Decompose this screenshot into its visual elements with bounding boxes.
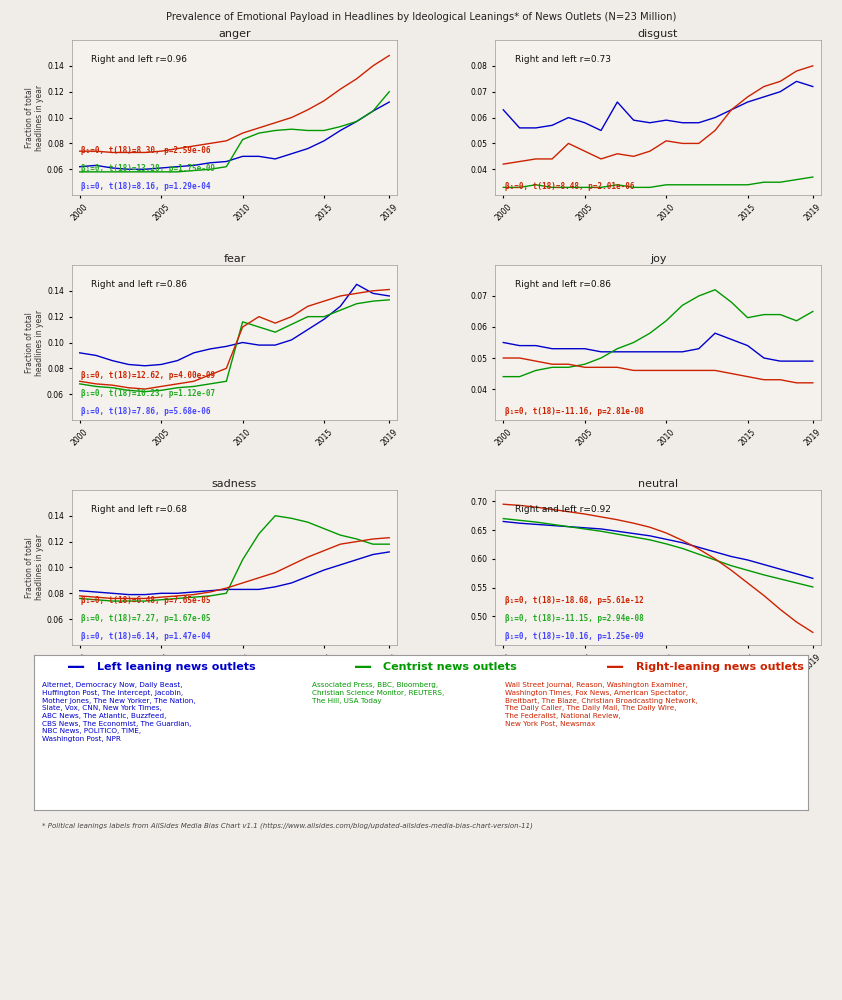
Text: —: — bbox=[606, 658, 625, 676]
Text: β₁=0, t(18)=-18.68, p=5.61e-12: β₁=0, t(18)=-18.68, p=5.61e-12 bbox=[505, 596, 643, 605]
Y-axis label: Fraction of total
headlines in year: Fraction of total headlines in year bbox=[24, 309, 44, 376]
Text: β₁=0, t(18)=8.30, p=2.59e-06: β₁=0, t(18)=8.30, p=2.59e-06 bbox=[82, 146, 210, 155]
Text: Right-leaning news outlets: Right-leaning news outlets bbox=[636, 662, 803, 672]
Text: Prevalence of Emotional Payload in Headlines by Ideological Leanings* of News Ou: Prevalence of Emotional Payload in Headl… bbox=[166, 12, 676, 22]
Text: β₁=0, t(18)=-11.15, p=2.94e-08: β₁=0, t(18)=-11.15, p=2.94e-08 bbox=[505, 614, 643, 623]
Title: disgust: disgust bbox=[638, 29, 678, 39]
Text: Wall Street Journal, Reason, Washington Examiner,
Washington Times, Fox News, Am: Wall Street Journal, Reason, Washington … bbox=[505, 682, 698, 727]
Text: —: — bbox=[67, 658, 86, 676]
Text: β₁=0, t(18)=-11.16, p=2.81e-08: β₁=0, t(18)=-11.16, p=2.81e-08 bbox=[505, 407, 643, 416]
Text: β₁=0, t(18)=6.48, p=7.65e-05: β₁=0, t(18)=6.48, p=7.65e-05 bbox=[82, 596, 210, 605]
Text: β₁=0, t(18)=7.27, p=1.67e-05: β₁=0, t(18)=7.27, p=1.67e-05 bbox=[82, 614, 210, 623]
Text: Left leaning news outlets: Left leaning news outlets bbox=[97, 662, 255, 672]
Title: neutral: neutral bbox=[638, 479, 678, 489]
Text: Centrist news outlets: Centrist news outlets bbox=[383, 662, 517, 672]
Text: Right and left r=0.68: Right and left r=0.68 bbox=[91, 505, 187, 514]
Text: β₁=0, t(18)=10.23, p=1.12e-07: β₁=0, t(18)=10.23, p=1.12e-07 bbox=[82, 389, 216, 398]
Text: Right and left r=0.86: Right and left r=0.86 bbox=[91, 280, 187, 289]
Text: —: — bbox=[354, 658, 372, 676]
Text: Right and left r=0.86: Right and left r=0.86 bbox=[514, 280, 610, 289]
Y-axis label: Fraction of total
headlines in year: Fraction of total headlines in year bbox=[24, 534, 44, 600]
Text: Right and left r=0.73: Right and left r=0.73 bbox=[514, 55, 610, 64]
Y-axis label: Fraction of total
headlines in year: Fraction of total headlines in year bbox=[24, 85, 44, 151]
Text: β₁=0, t(18)=-10.16, p=1.25e-09: β₁=0, t(18)=-10.16, p=1.25e-09 bbox=[505, 632, 643, 641]
Title: fear: fear bbox=[223, 254, 246, 264]
Text: Alternet, Democracy Now, Daily Beast,
Huffington Post, The Intercept, Jacobin,
M: Alternet, Democracy Now, Daily Beast, Hu… bbox=[42, 682, 195, 742]
Text: β₁=0, t(18)=6.14, p=1.47e-04: β₁=0, t(18)=6.14, p=1.47e-04 bbox=[82, 632, 210, 641]
Text: β₁=0, t(18)=12.62, p=4.00e-09: β₁=0, t(18)=12.62, p=4.00e-09 bbox=[82, 371, 216, 380]
Text: β₁=0, t(18)=8.48, p=2.01e-06: β₁=0, t(18)=8.48, p=2.01e-06 bbox=[505, 182, 634, 191]
Text: * Political leanings labels from AllSides Media Bias Chart v1.1 (https://www.all: * Political leanings labels from AllSide… bbox=[42, 822, 533, 829]
Text: Right and left r=0.96: Right and left r=0.96 bbox=[91, 55, 187, 64]
Title: joy: joy bbox=[650, 254, 666, 264]
Title: sadness: sadness bbox=[212, 479, 257, 489]
Text: Associated Press, BBC, Bloomberg,
Christian Science Monitor, REUTERS,
The Hill, : Associated Press, BBC, Bloomberg, Christ… bbox=[312, 682, 444, 704]
Text: β₁=0, t(18)=8.16, p=1.29e-04: β₁=0, t(18)=8.16, p=1.29e-04 bbox=[82, 182, 210, 191]
Text: β₁=0, t(18)=13.28, p=1.75e-09: β₁=0, t(18)=13.28, p=1.75e-09 bbox=[82, 164, 216, 173]
Title: anger: anger bbox=[218, 29, 251, 39]
Text: β₁=0, t(18)=7.86, p=5.68e-06: β₁=0, t(18)=7.86, p=5.68e-06 bbox=[82, 407, 210, 416]
Text: Right and left r=0.92: Right and left r=0.92 bbox=[514, 505, 610, 514]
